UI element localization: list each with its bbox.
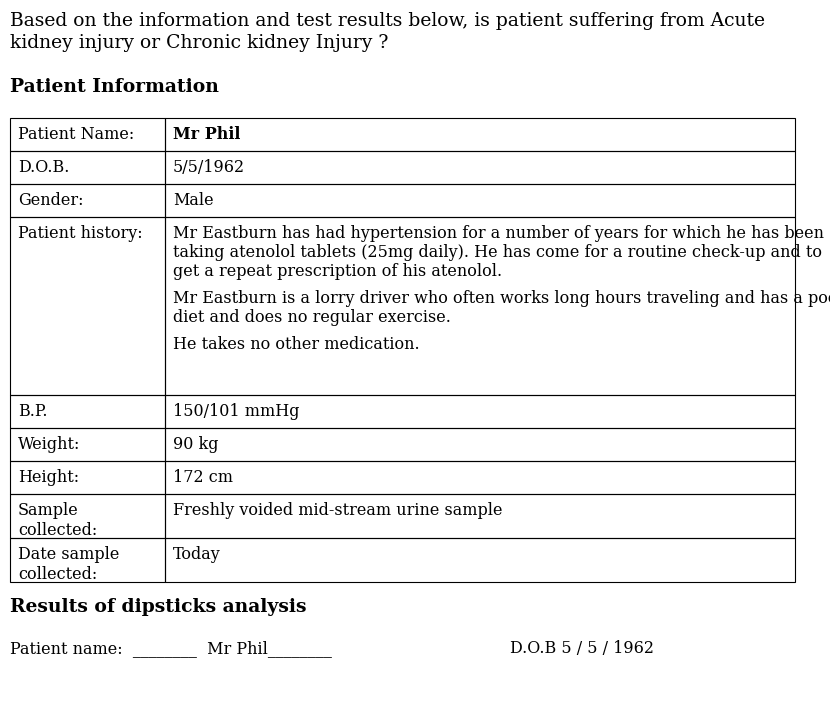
Bar — [10, 184, 165, 217]
Bar — [10, 428, 165, 461]
Bar — [165, 118, 795, 151]
Text: Male: Male — [173, 192, 213, 209]
Text: 150/101 mmHg: 150/101 mmHg — [173, 403, 300, 420]
Text: Patient Name:: Patient Name: — [18, 126, 134, 143]
Text: Patient Information: Patient Information — [10, 78, 219, 96]
Text: get a repeat prescription of his atenolol.: get a repeat prescription of his atenolo… — [173, 263, 502, 280]
Text: Patient name:  ________  Mr Phil________: Patient name: ________ Mr Phil________ — [10, 640, 332, 657]
Text: Results of dipsticks analysis: Results of dipsticks analysis — [10, 598, 306, 616]
Bar — [10, 217, 165, 395]
Text: Patient history:: Patient history: — [18, 225, 143, 242]
Text: Gender:: Gender: — [18, 192, 84, 209]
Text: Mr Eastburn is a lorry driver who often works long hours traveling and has a poo: Mr Eastburn is a lorry driver who often … — [173, 290, 830, 307]
Text: He takes no other medication.: He takes no other medication. — [173, 336, 420, 353]
Bar — [165, 428, 795, 461]
Bar — [165, 217, 795, 395]
Text: Date sample
collected:: Date sample collected: — [18, 546, 120, 583]
Text: Mr Phil: Mr Phil — [173, 126, 241, 143]
Bar — [165, 494, 795, 538]
Text: Height:: Height: — [18, 469, 79, 486]
Bar — [165, 538, 795, 582]
Bar — [165, 461, 795, 494]
Text: taking atenolol tablets (25mg daily). He has come for a routine check-up and to: taking atenolol tablets (25mg daily). He… — [173, 244, 822, 261]
Bar — [10, 395, 165, 428]
Text: Today: Today — [173, 546, 221, 563]
Text: Based on the information and test results below, is patient suffering from Acute: Based on the information and test result… — [10, 12, 765, 30]
Text: 172 cm: 172 cm — [173, 469, 233, 486]
Text: Sample
collected:: Sample collected: — [18, 502, 97, 539]
Bar — [165, 151, 795, 184]
Text: Freshly voided mid-stream urine sample: Freshly voided mid-stream urine sample — [173, 502, 502, 519]
Bar — [165, 184, 795, 217]
Text: Weight:: Weight: — [18, 436, 81, 453]
Bar — [165, 395, 795, 428]
Text: kidney injury or Chronic kidney Injury ?: kidney injury or Chronic kidney Injury ? — [10, 34, 388, 52]
Text: Mr Eastburn has had hypertension for a number of years for which he has been: Mr Eastburn has had hypertension for a n… — [173, 225, 824, 242]
Text: 5/5/1962: 5/5/1962 — [173, 159, 245, 176]
Bar — [10, 494, 165, 538]
Bar — [10, 118, 165, 151]
Bar — [10, 538, 165, 582]
Text: 90 kg: 90 kg — [173, 436, 218, 453]
Text: diet and does no regular exercise.: diet and does no regular exercise. — [173, 309, 451, 326]
Bar — [10, 151, 165, 184]
Text: B.P.: B.P. — [18, 403, 47, 420]
Text: D.O.B.: D.O.B. — [18, 159, 70, 176]
Bar — [10, 461, 165, 494]
Text: D.O.B 5 / 5 / 1962: D.O.B 5 / 5 / 1962 — [510, 640, 654, 657]
